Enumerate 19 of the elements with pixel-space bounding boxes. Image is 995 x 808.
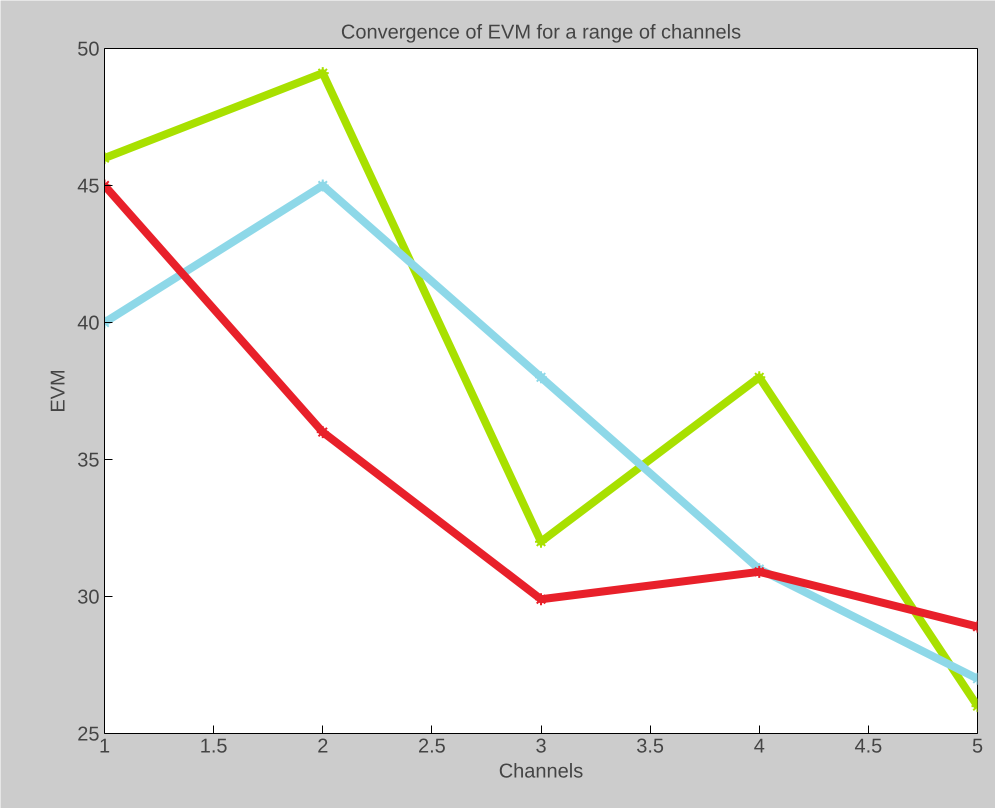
x-tick-label: 1.5 [200,736,228,758]
point [534,592,548,606]
y-tick-label: 25 [77,724,100,746]
y-axis-title: EVM [47,369,70,413]
x-tick-label: 3.5 [636,736,664,758]
y-tick-label: 30 [77,586,100,608]
y-tick-label: 40 [77,312,100,334]
y-tick-label: 45 [77,176,100,198]
y-tick-label: 35 [77,450,100,472]
x-tick-label: 4 [754,736,765,758]
x-tick-label: 2.5 [418,736,446,758]
x-tick-label: 1 [98,736,110,758]
x-tick-label: 5 [972,736,984,758]
x-axis-title: Channels [498,760,584,782]
chart-title: Convergence of EVM for a range of channels [340,22,742,44]
x-tick-label: 3 [535,736,547,758]
x-tick-label: 4.5 [854,736,882,758]
y-tick-label: 50 [77,38,100,60]
x-tick-label: 2 [317,736,328,758]
